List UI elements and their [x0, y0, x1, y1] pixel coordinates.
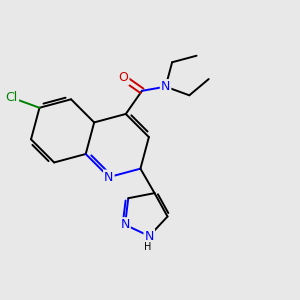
- Text: N: N: [145, 230, 154, 243]
- Text: H: H: [144, 242, 152, 252]
- Text: N: N: [104, 171, 113, 184]
- Text: O: O: [118, 71, 128, 84]
- Text: N: N: [120, 218, 130, 231]
- Text: Cl: Cl: [6, 91, 18, 104]
- Text: N: N: [161, 80, 170, 93]
